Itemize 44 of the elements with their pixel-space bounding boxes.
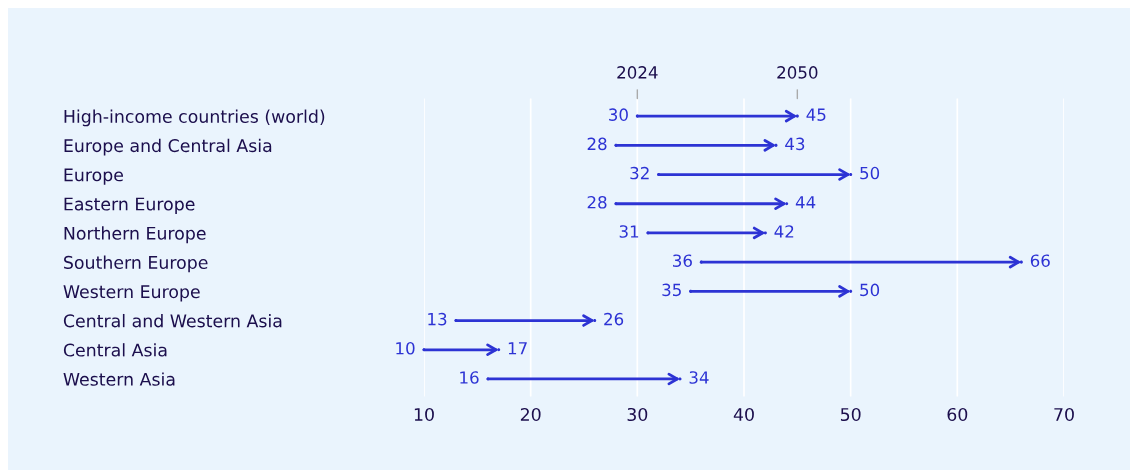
y-tick-label: Central Asia	[63, 343, 167, 357]
data-label: 50	[860, 283, 880, 297]
data-label: 35	[662, 283, 681, 297]
data-label: 16	[460, 371, 479, 384]
data-label: 30	[609, 108, 628, 121]
point	[849, 289, 853, 293]
x-tick-label: 60	[947, 407, 968, 422]
x-tick-label: 70	[1054, 407, 1074, 422]
data-label: 28	[587, 137, 607, 151]
data-label: 45	[806, 108, 826, 121]
y-tick-label: Southern Europe	[64, 255, 208, 273]
data-label: 50	[860, 166, 880, 180]
data-label: 44	[795, 196, 816, 209]
text: 2050	[777, 66, 818, 79]
data-label: 10	[396, 342, 415, 355]
y-tick-label: Western Europe	[63, 285, 200, 302]
x-tick-label: 30	[627, 407, 648, 422]
data-label: 42	[774, 225, 794, 238]
point	[785, 202, 789, 206]
y-tick-label: Eastern Europe	[64, 197, 195, 214]
y-tick-label: Northern Europe	[64, 226, 206, 244]
data-label: 32	[630, 166, 649, 180]
y-tick-label: Europe	[64, 168, 124, 185]
data-label: 43	[785, 137, 805, 151]
data-label: 26	[604, 312, 624, 326]
data-label: 13	[428, 312, 447, 326]
y-tick-label: Central and Western Asia	[63, 313, 282, 328]
data-label: 34	[689, 371, 709, 384]
x-tick-label: 10	[414, 407, 434, 422]
x-tick-label: 50	[840, 407, 861, 422]
data-label: 28	[587, 195, 607, 209]
data-label: 31	[619, 225, 639, 238]
y-tick-label: Western Asia	[63, 372, 175, 386]
data-label: 17	[508, 342, 527, 355]
x-tick-label: 40	[733, 407, 754, 422]
point	[593, 319, 597, 323]
data-label: 66	[1030, 254, 1050, 267]
point	[849, 172, 853, 177]
point	[497, 348, 501, 352]
text: 2024	[617, 66, 658, 79]
x-tick-label: 20	[520, 407, 541, 422]
y-tick-label: High-income countries (world)	[64, 109, 325, 127]
y-tick-label: Europe and Central Asia	[64, 138, 272, 156]
data-label: 36	[673, 254, 692, 267]
